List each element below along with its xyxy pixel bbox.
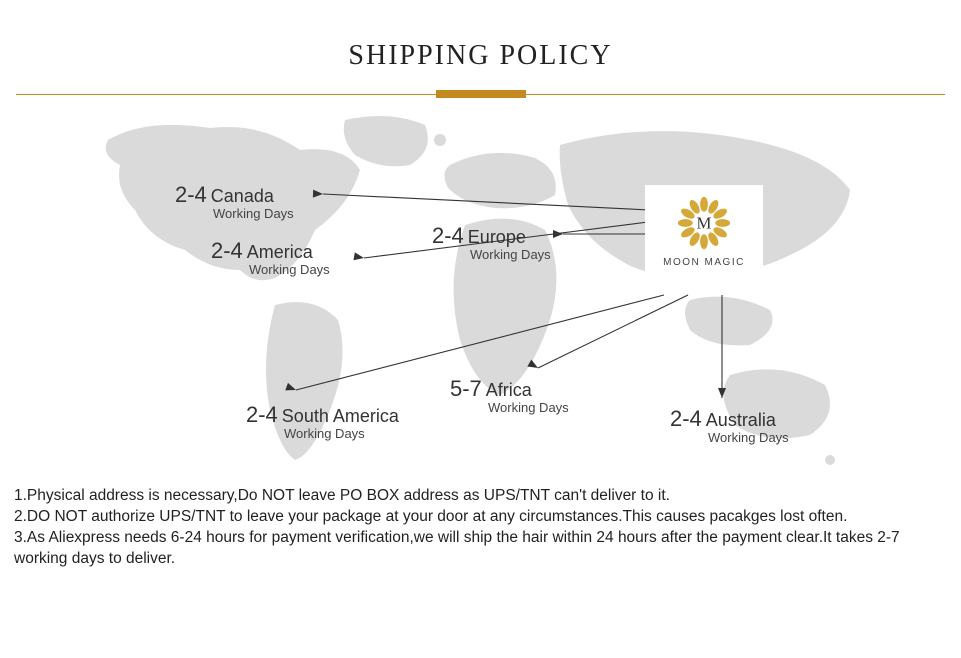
header-rule [0,90,961,100]
shipping-days: 2-4 [211,238,243,263]
working-days-label: Working Days [708,430,789,445]
brand-logo-box: M MOON MAGIC [645,185,763,276]
destination-europe: 2-4EuropeWorking Days [432,223,551,262]
region-name: Europe [468,227,526,247]
region-name: Africa [486,380,532,400]
destination-southamerica: 2-4South AmericaWorking Days [246,402,399,441]
map-area: 2-4CanadaWorking Days2-4AmericaWorking D… [0,110,961,480]
destination-canada: 2-4CanadaWorking Days [175,182,294,221]
rule-accent [436,90,526,98]
destination-america: 2-4AmericaWorking Days [211,238,330,277]
working-days-label: Working Days [284,426,399,441]
shipping-days: 2-4 [670,406,702,431]
policy-notes: 1.Physical address is necessary,Do NOT l… [14,486,947,570]
region-name: South America [282,406,399,426]
working-days-label: Working Days [488,400,569,415]
note-line: 1.Physical address is necessary,Do NOT l… [14,486,947,507]
destination-africa: 5-7AfricaWorking Days [450,376,569,415]
brand-logo-icon: M [676,195,732,251]
working-days-label: Working Days [470,247,551,262]
region-name: Canada [211,186,274,206]
brand-name: MOON MAGIC [653,257,755,268]
shipping-days: 2-4 [432,223,464,248]
note-line: 2.DO NOT authorize UPS/TNT to leave your… [14,507,947,528]
shipping-days: 5-7 [450,376,482,401]
shipping-days: 2-4 [246,402,278,427]
working-days-label: Working Days [213,206,294,221]
logo-letter: M [697,214,712,233]
header: SHIPPING POLICY [0,0,961,100]
shipping-days: 2-4 [175,182,207,207]
destination-australia: 2-4AustraliaWorking Days [670,406,789,445]
working-days-label: Working Days [249,262,330,277]
note-line: 3.As Aliexpress needs 6-24 hours for pay… [14,528,947,570]
region-name: Australia [706,410,776,430]
page-title: SHIPPING POLICY [0,40,961,72]
region-name: America [247,242,313,262]
